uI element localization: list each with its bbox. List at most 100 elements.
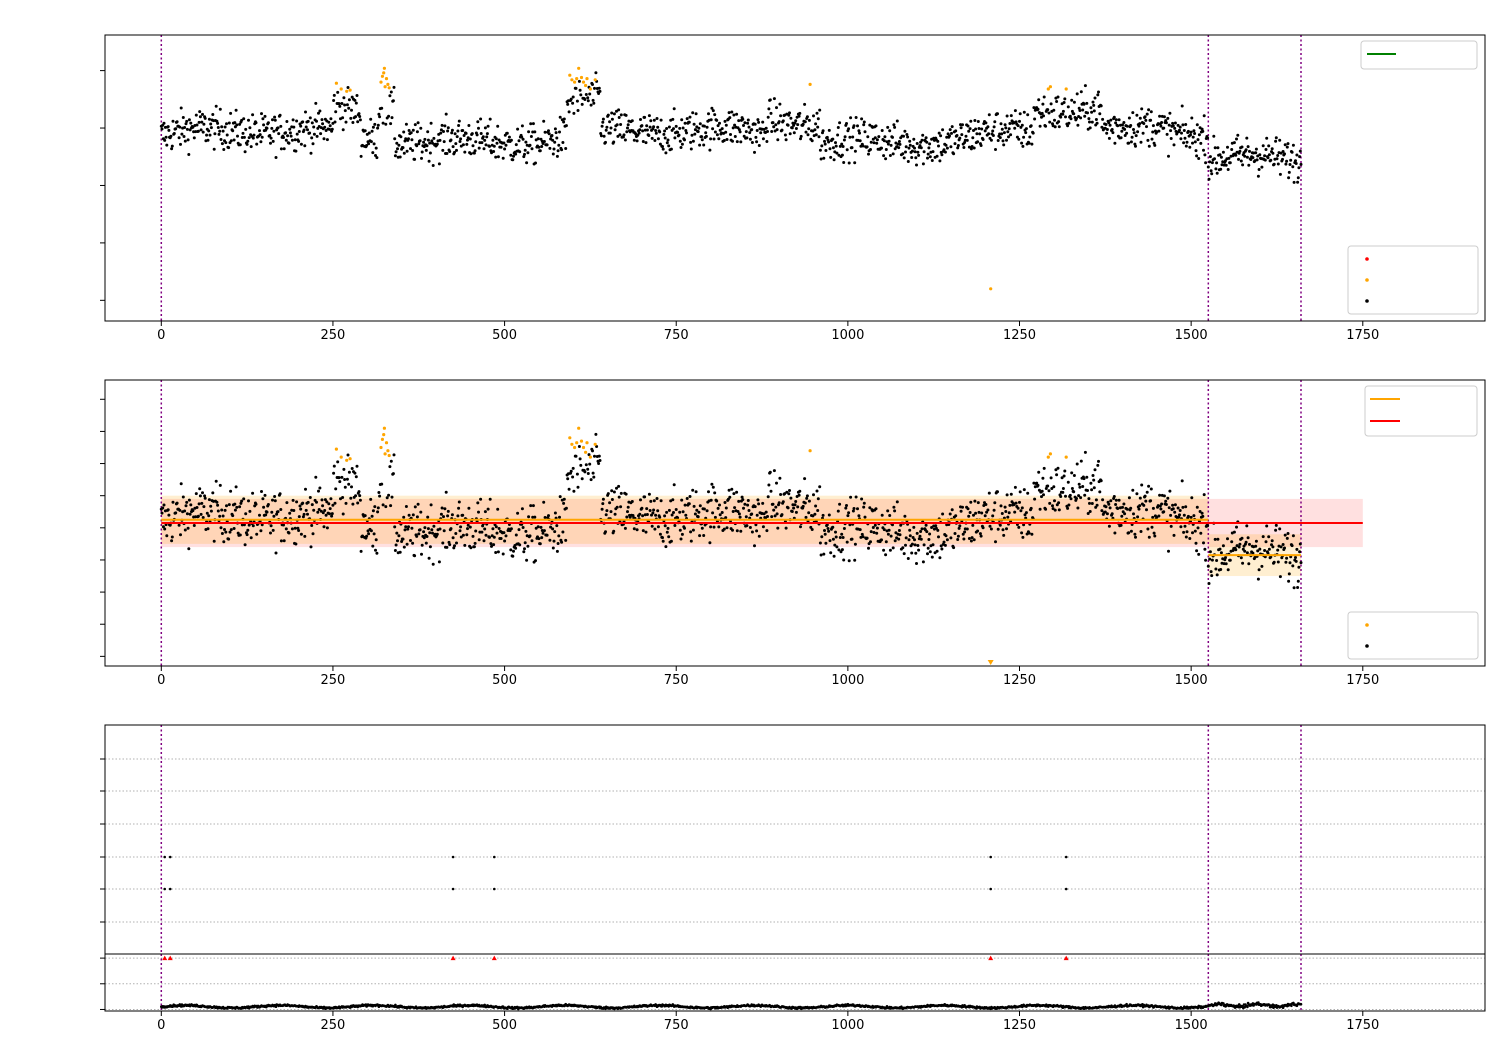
p1-ok-point xyxy=(231,129,235,133)
p2-ok-point xyxy=(931,543,935,547)
p1-ok-point xyxy=(889,143,893,147)
p2-ok-point xyxy=(350,467,354,470)
p1-ok-point xyxy=(345,103,349,107)
p2-ok-point xyxy=(1142,503,1146,507)
p2-ok-point xyxy=(1168,489,1172,493)
p2-ok-point xyxy=(1040,495,1043,499)
p2-ok-point xyxy=(457,500,461,504)
p1-ok-point xyxy=(518,150,522,154)
p2-ok-point xyxy=(841,536,845,539)
p1-ok-point xyxy=(1189,130,1193,134)
p2-ok-point xyxy=(541,531,545,535)
p1-ok-point xyxy=(818,148,822,152)
p2-ok-point xyxy=(935,549,939,553)
p2-ok-point xyxy=(888,514,892,517)
p2-ok-point xyxy=(828,539,832,543)
p2-ok-point xyxy=(888,548,892,552)
p1-ok-point xyxy=(969,147,973,151)
p2-ok-point xyxy=(166,508,170,512)
p2-ok-point xyxy=(1181,505,1185,509)
p2-ok-point xyxy=(993,501,997,505)
p1-ok-point xyxy=(209,126,213,130)
p1-ok-point xyxy=(244,127,248,131)
p2-ok-point xyxy=(1193,529,1197,533)
p1-ok-point xyxy=(1158,114,1162,118)
p2-ok-point xyxy=(1180,479,1184,483)
p2-ok-point xyxy=(214,479,218,483)
p1-ok-point xyxy=(282,147,286,151)
p2-ok-point xyxy=(165,534,169,538)
p1-ok-point xyxy=(848,135,852,139)
p1-ok-point xyxy=(875,138,879,142)
p2-ok-point xyxy=(1218,547,1222,551)
p1-ok-point xyxy=(1057,125,1061,129)
p1-ok-point xyxy=(630,119,634,123)
p1-ok-point xyxy=(341,116,345,120)
p1-ok-point xyxy=(468,137,472,141)
p1-ok-point xyxy=(661,145,664,148)
p1-ok-point xyxy=(255,142,259,146)
p2-highlighted-point xyxy=(585,441,589,445)
p1-ok-point xyxy=(229,139,233,143)
p2-ok-point xyxy=(1088,510,1092,513)
p2-ok-point xyxy=(321,511,325,515)
p3-flag-point xyxy=(451,887,455,891)
p1-ok-point xyxy=(377,112,381,116)
p2-ok-point xyxy=(369,497,373,501)
p1-ok-point xyxy=(347,106,351,110)
p1-ok-point xyxy=(232,138,236,142)
p2-ok-point xyxy=(974,511,978,515)
p2-ok-point xyxy=(1021,535,1025,539)
p1-ok-point xyxy=(1287,170,1291,174)
p1-ok-point xyxy=(160,127,164,131)
p2-ok-point xyxy=(350,485,353,489)
p2-ok-point xyxy=(534,559,537,563)
p2-ok-point xyxy=(1251,551,1255,555)
p1-ok-point xyxy=(915,142,919,145)
p2-ok-point xyxy=(700,526,704,530)
p1-ok-point xyxy=(996,139,1000,142)
p2-ok-point xyxy=(609,510,613,514)
p1-ok-point xyxy=(306,119,310,123)
p1-ok-point xyxy=(1178,128,1181,132)
p2-ok-point xyxy=(1009,492,1013,496)
p2-ok-point xyxy=(294,542,298,546)
p2-ok-point xyxy=(710,482,714,486)
p2-ok-point xyxy=(1208,550,1212,554)
p1-ok-point xyxy=(177,136,181,140)
p1-ok-point xyxy=(715,133,719,137)
p2-ok-point xyxy=(377,491,381,494)
p2-ok-point xyxy=(561,530,565,534)
p1-ok-point xyxy=(733,135,737,138)
p2-ok-point xyxy=(458,529,462,533)
p2-ok-point xyxy=(589,478,593,482)
p2-ok-point xyxy=(1241,561,1245,565)
p2-ok-point xyxy=(750,530,754,534)
p2-ok-point xyxy=(939,544,943,548)
p1-ok-point xyxy=(341,128,345,132)
p1-ok-point xyxy=(798,111,802,115)
p1-ok-point xyxy=(910,156,914,159)
p1-ok-point xyxy=(678,126,682,130)
p1-ok-point xyxy=(1125,131,1129,135)
p2-ok-point xyxy=(1276,560,1280,564)
p2-ok-point xyxy=(985,510,989,514)
p1-ok-point xyxy=(1255,158,1259,162)
p2-ok-point xyxy=(514,546,518,550)
p2-ok-point xyxy=(279,508,283,511)
p2-ok-point xyxy=(913,538,916,542)
p1-ok-point xyxy=(765,140,769,143)
p1-ok-point xyxy=(709,118,713,122)
p1-ok-point xyxy=(507,135,511,139)
p1-ok-point xyxy=(531,122,535,126)
p1-ok-point xyxy=(884,148,888,151)
p3-flag-point xyxy=(989,887,992,891)
p2-ok-point xyxy=(984,503,988,506)
p1-ok-point xyxy=(220,125,224,129)
p2-ok-point xyxy=(656,509,660,513)
p1-ok-point xyxy=(1168,111,1172,115)
p2-highlighted-point xyxy=(570,442,574,446)
p1-ok-point xyxy=(788,111,791,115)
p2-ok-point xyxy=(264,513,268,517)
p1-ok-point xyxy=(807,118,811,122)
